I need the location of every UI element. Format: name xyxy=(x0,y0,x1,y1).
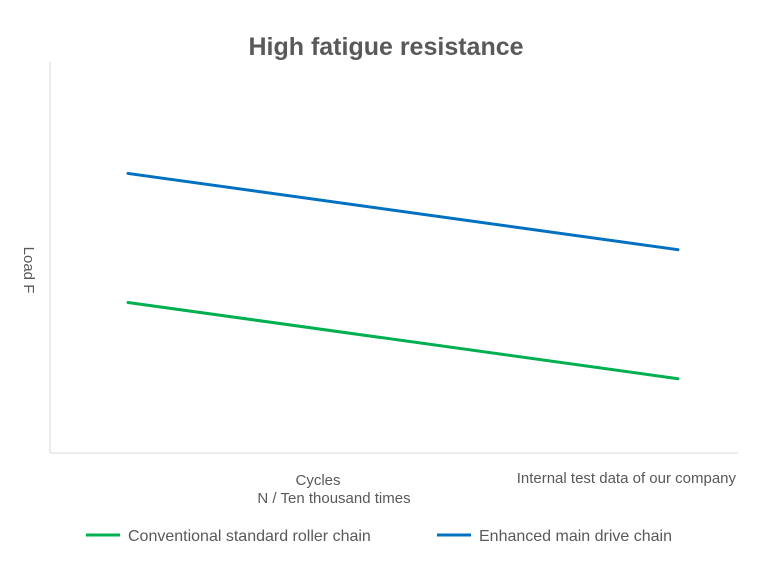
series-line-0 xyxy=(126,300,680,381)
legend-label-0: Conventional standard roller chain xyxy=(128,528,371,545)
x-axis-label: Cycles xyxy=(295,472,340,489)
chart-annotation: Internal test data of our company xyxy=(517,470,737,487)
chart-title: High fatigue resistance xyxy=(248,33,523,61)
series-line-1 xyxy=(126,171,680,252)
legend-label-1: Enhanced main drive chain xyxy=(479,528,672,545)
series-group xyxy=(126,171,680,381)
legend: Conventional standard roller chain Enhanc… xyxy=(86,528,672,545)
x-axis-sublabel: N / Ten thousand times xyxy=(257,490,410,507)
y-axis-label: Load F xyxy=(20,247,37,294)
